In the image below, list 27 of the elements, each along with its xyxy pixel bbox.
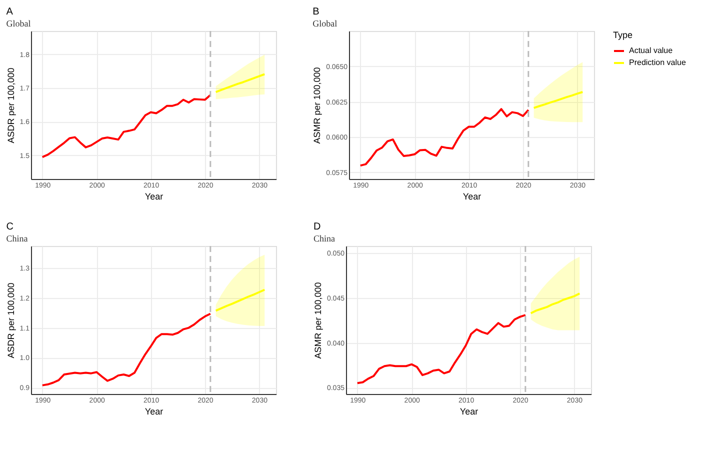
legend-label: Actual value	[629, 46, 674, 55]
chart-title: China	[6, 233, 28, 244]
text: A	[6, 6, 14, 18]
chart-title: Global	[312, 18, 338, 28]
line-series	[356, 314, 526, 384]
line-series	[532, 91, 584, 109]
legend-label: Prediction value	[629, 58, 686, 67]
y-axis-title: ASMR per 100,000	[312, 282, 323, 359]
x-axis-title: Year	[144, 192, 164, 202]
line-series	[41, 312, 212, 386]
line-series	[214, 288, 266, 312]
y-axis-title: ASMR per 100,000	[312, 67, 322, 144]
line-series	[41, 94, 212, 158]
x-axis-title: Year	[460, 406, 478, 416]
line-series	[530, 292, 581, 314]
chart-title: Global	[6, 18, 32, 28]
y-axis-title: ASDR per 100,000	[6, 68, 16, 144]
chart-title: China	[313, 233, 335, 244]
text: B	[312, 6, 320, 18]
x-axis-title: Year	[462, 192, 482, 202]
line-series	[214, 73, 266, 94]
text: C	[6, 221, 14, 232]
y-axis-title: ASDR per 100,000	[6, 282, 16, 358]
line-series	[359, 108, 530, 167]
text: D	[313, 221, 321, 232]
legend-title: Type	[613, 30, 633, 40]
x-axis-title: Year	[144, 406, 164, 416]
